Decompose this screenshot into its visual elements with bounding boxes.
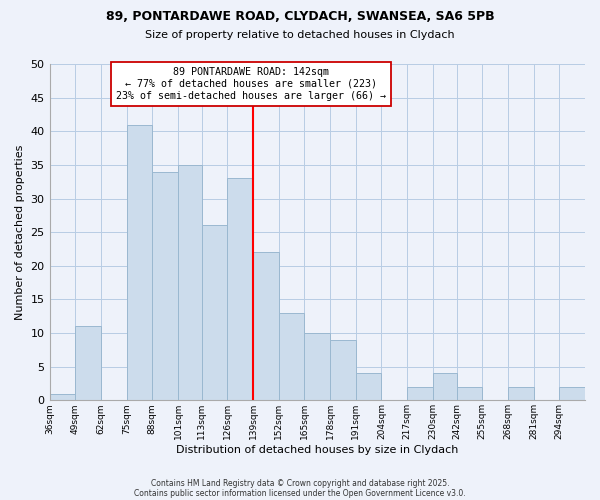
Bar: [127, 124, 152, 400]
Text: 89, PONTARDAWE ROAD, CLYDACH, SWANSEA, SA6 5PB: 89, PONTARDAWE ROAD, CLYDACH, SWANSEA, S…: [106, 10, 494, 23]
Bar: [356, 374, 382, 400]
Bar: [75, 326, 101, 400]
Bar: [227, 178, 253, 400]
Bar: [304, 333, 330, 400]
Text: Size of property relative to detached houses in Clydach: Size of property relative to detached ho…: [145, 30, 455, 40]
Bar: [433, 374, 457, 400]
Text: Contains public sector information licensed under the Open Government Licence v3: Contains public sector information licen…: [134, 488, 466, 498]
Bar: [178, 165, 202, 400]
Text: 89 PONTARDAWE ROAD: 142sqm
← 77% of detached houses are smaller (223)
23% of sem: 89 PONTARDAWE ROAD: 142sqm ← 77% of deta…: [116, 68, 386, 100]
Bar: [50, 394, 75, 400]
Bar: [508, 387, 533, 400]
Bar: [457, 387, 482, 400]
Y-axis label: Number of detached properties: Number of detached properties: [15, 144, 25, 320]
Bar: [253, 252, 279, 400]
Bar: [279, 313, 304, 400]
X-axis label: Distribution of detached houses by size in Clydach: Distribution of detached houses by size …: [176, 445, 458, 455]
Bar: [407, 387, 433, 400]
Bar: [330, 340, 356, 400]
Text: Contains HM Land Registry data © Crown copyright and database right 2025.: Contains HM Land Registry data © Crown c…: [151, 478, 449, 488]
Bar: [152, 172, 178, 400]
Bar: [202, 226, 227, 400]
Bar: [559, 387, 585, 400]
